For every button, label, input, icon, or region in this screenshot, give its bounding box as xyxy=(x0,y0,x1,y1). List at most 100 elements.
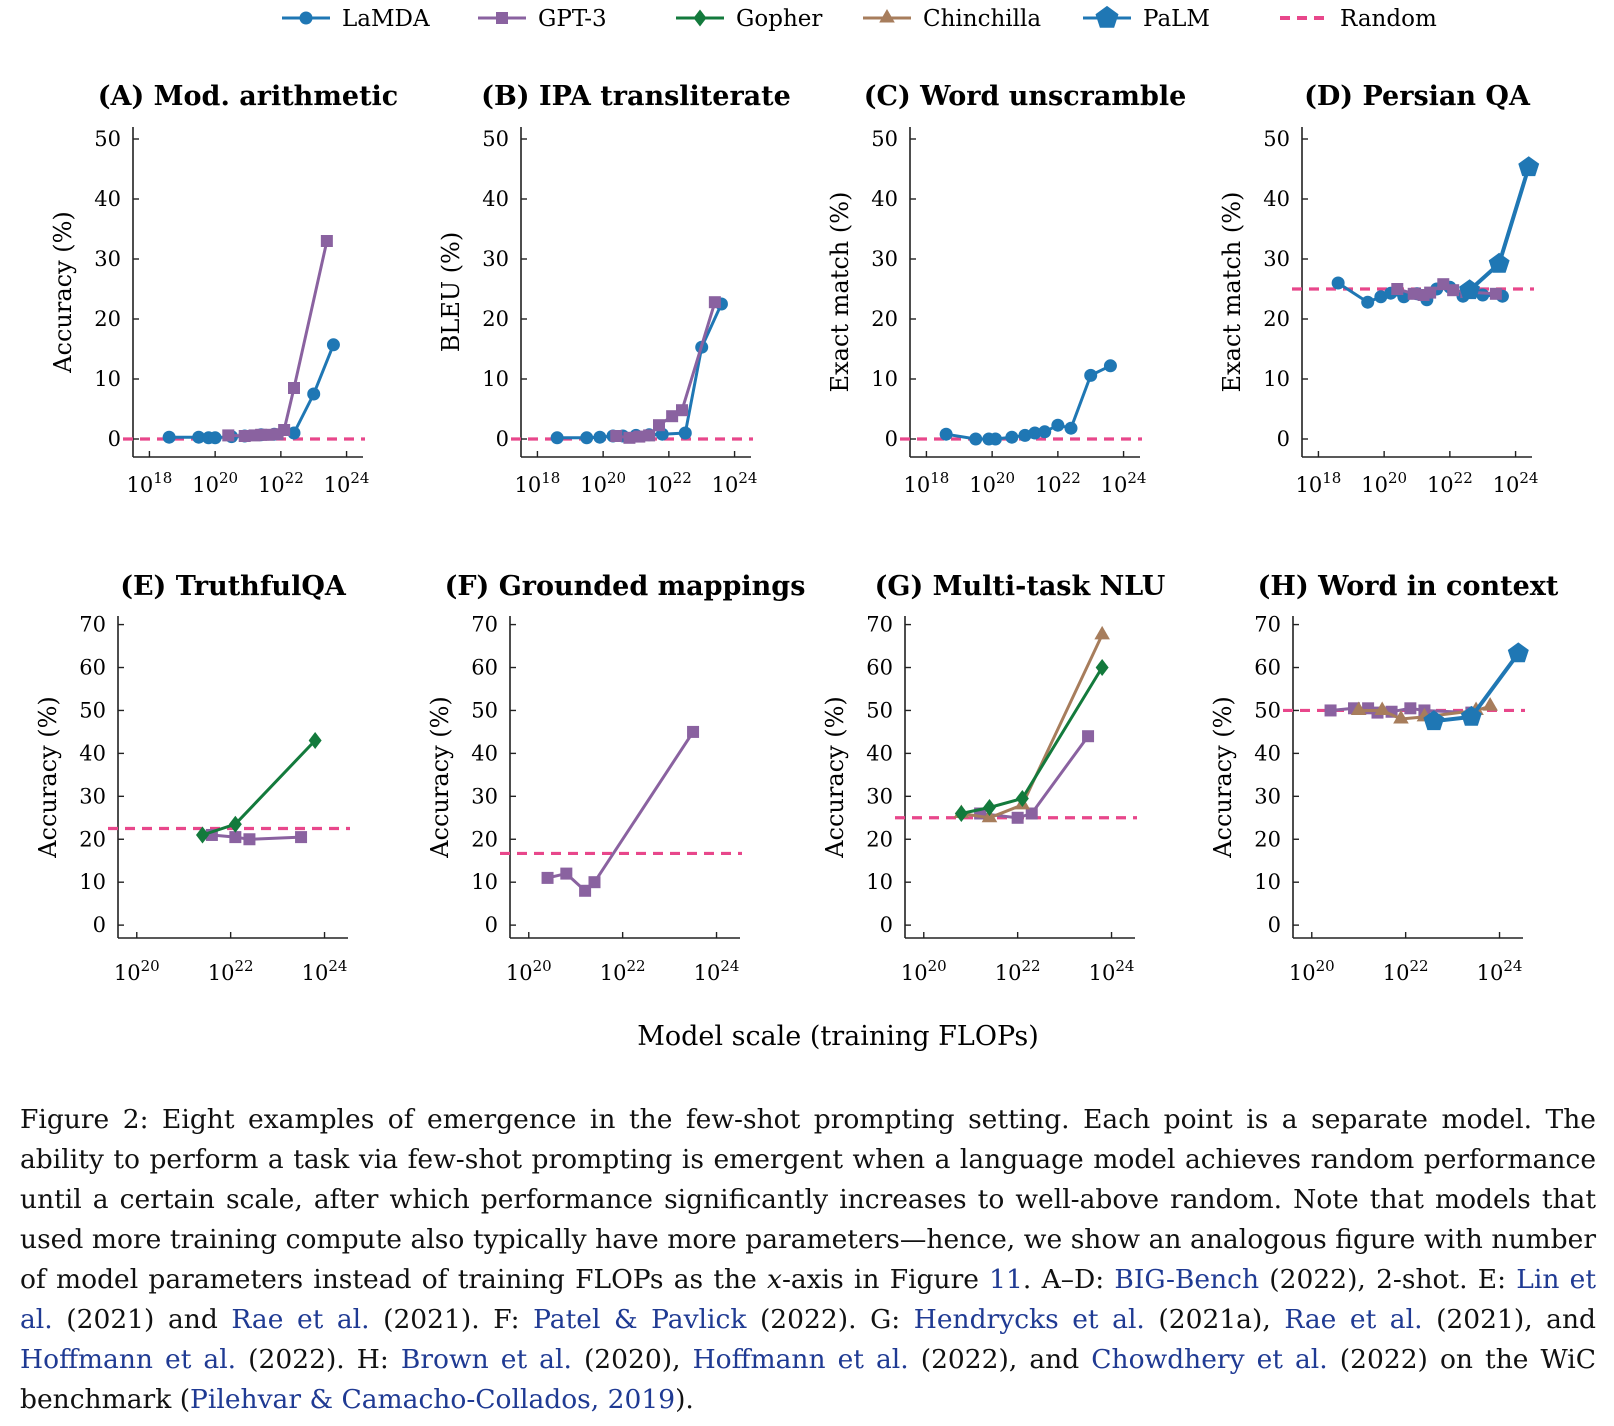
caption-text: (2021) xyxy=(52,1304,155,1335)
citation-link[interactable]: Hoffmann et al. xyxy=(20,1344,237,1375)
data-point xyxy=(1374,290,1388,304)
caption-text: (2021) xyxy=(1422,1304,1525,1335)
citation-link[interactable]: Chowdhery et al. xyxy=(1091,1344,1328,1375)
x-tick-label: 1020 xyxy=(1361,469,1407,497)
panel-title: (B) IPA transliterate xyxy=(481,81,791,112)
y-tick-label: 30 xyxy=(471,784,498,808)
legend-label: Random xyxy=(1340,6,1437,32)
series-chinchilla xyxy=(953,625,1110,823)
y-tick-label: 70 xyxy=(1254,613,1281,637)
legend-label: Chinchilla xyxy=(923,6,1041,32)
data-point xyxy=(1393,710,1409,724)
data-point xyxy=(550,431,564,445)
y-tick-label: 30 xyxy=(866,784,893,808)
caption-text: . xyxy=(848,1304,857,1335)
data-point xyxy=(633,430,646,443)
y-tick-label: 10 xyxy=(79,870,106,894)
y-tick-label: 40 xyxy=(94,187,121,211)
caption-text: (2021a) xyxy=(1144,1304,1263,1335)
y-tick-label: 50 xyxy=(482,127,509,151)
legend-entry-gpt-3: GPT-3 xyxy=(478,6,607,32)
data-point xyxy=(1518,156,1540,177)
caption-lead: Figure 2: Eight examples of emergence in… xyxy=(20,1104,1596,1295)
y-tick-label: 20 xyxy=(79,827,106,851)
data-point xyxy=(666,410,679,423)
data-point xyxy=(580,431,594,445)
citation-link[interactable]: Brown et al. xyxy=(400,1344,572,1375)
x-tick-label: 1024 xyxy=(712,469,758,497)
data-point xyxy=(623,431,636,444)
y-tick-label: 60 xyxy=(79,656,106,680)
y-axis-label: Exact match (%) xyxy=(826,192,854,393)
data-point xyxy=(1350,701,1367,715)
citation-link[interactable]: Lin et al. xyxy=(20,1264,1596,1335)
legend-marker xyxy=(299,11,313,25)
series-lamda xyxy=(550,297,728,445)
y-tick-label: 40 xyxy=(1254,741,1281,765)
panel-title: (D) Persian QA xyxy=(1304,81,1531,112)
data-point xyxy=(1005,430,1019,444)
y-tick-label: 20 xyxy=(1263,307,1290,331)
y-tick-label: 40 xyxy=(871,187,898,211)
figure-caption: Figure 2: Eight examples of emergence in… xyxy=(20,1100,1596,1420)
legend-marker xyxy=(879,9,895,23)
caption-text: . xyxy=(336,1344,345,1375)
data-point xyxy=(1423,710,1445,731)
caption-text: and xyxy=(154,1304,232,1335)
citation-link[interactable]: Rae et al. xyxy=(1284,1304,1423,1335)
y-tick-label: 40 xyxy=(1263,187,1290,211)
y-axis-label: Accuracy (%) xyxy=(1209,696,1237,859)
data-point xyxy=(1084,368,1098,382)
series-lamda xyxy=(162,338,340,445)
figure-link[interactable]: 11 xyxy=(989,1264,1023,1295)
y-tick-label: 60 xyxy=(866,656,893,680)
citation-link[interactable]: Patel & Pavlick xyxy=(533,1304,747,1335)
citation-link[interactable]: BIG-Bench xyxy=(1114,1264,1260,1295)
y-tick-label: 0 xyxy=(93,913,106,937)
y-tick-label: 20 xyxy=(871,307,898,331)
legend-marker xyxy=(496,12,508,24)
y-tick-label: 70 xyxy=(79,613,106,637)
series-gpt-3 xyxy=(610,296,721,444)
y-tick-label: 30 xyxy=(94,247,121,271)
legend-entry-gopher: Gopher xyxy=(676,6,822,32)
data-point xyxy=(1404,702,1417,715)
caption-paragraph: Figure 2: Eight examples of emergence in… xyxy=(20,1100,1596,1420)
y-tick-label: 0 xyxy=(108,427,121,451)
x-tick-label: 1020 xyxy=(1289,957,1335,985)
data-point xyxy=(295,831,308,844)
x-tick-label: 1024 xyxy=(302,957,348,985)
citation-link[interactable]: Hendrycks et al. xyxy=(913,1304,1145,1335)
y-tick-label: 50 xyxy=(871,127,898,151)
citation-link[interactable]: Pilehvar & Camacho-Collados, 2019 xyxy=(190,1384,676,1415)
caption-text: (2022) xyxy=(1327,1344,1428,1375)
data-point xyxy=(1064,421,1078,435)
x-tick-label: 1020 xyxy=(114,957,160,985)
y-tick-label: 50 xyxy=(79,698,106,722)
citation-link[interactable]: Rae et al. xyxy=(231,1304,370,1335)
y-tick-label: 0 xyxy=(1268,913,1281,937)
series-gopher xyxy=(195,732,322,844)
panel-f-grounded-mappings: (F) Grounded mappings0102030405060701020… xyxy=(426,571,805,985)
legend-entry-palm: PaLM xyxy=(1083,5,1210,32)
data-point xyxy=(1459,279,1480,300)
caption-text: (2022) xyxy=(908,1344,1009,1375)
data-point xyxy=(579,884,592,897)
y-tick-label: 0 xyxy=(485,913,498,937)
data-point xyxy=(1482,697,1498,711)
data-point xyxy=(1361,295,1375,309)
panel-title: (G) Multi-task NLU xyxy=(875,571,1166,602)
data-point xyxy=(1028,426,1042,440)
legend-marker xyxy=(1095,5,1119,28)
data-point xyxy=(308,732,322,750)
x-tick-label: 1022 xyxy=(995,957,1041,985)
y-tick-label: 10 xyxy=(871,367,898,391)
data-point xyxy=(982,798,996,816)
data-point xyxy=(1488,252,1510,273)
x-tick-label: 1024 xyxy=(324,469,370,497)
y-tick-label: 20 xyxy=(482,307,509,331)
citation-link[interactable]: Hoffmann et al. xyxy=(692,1344,909,1375)
